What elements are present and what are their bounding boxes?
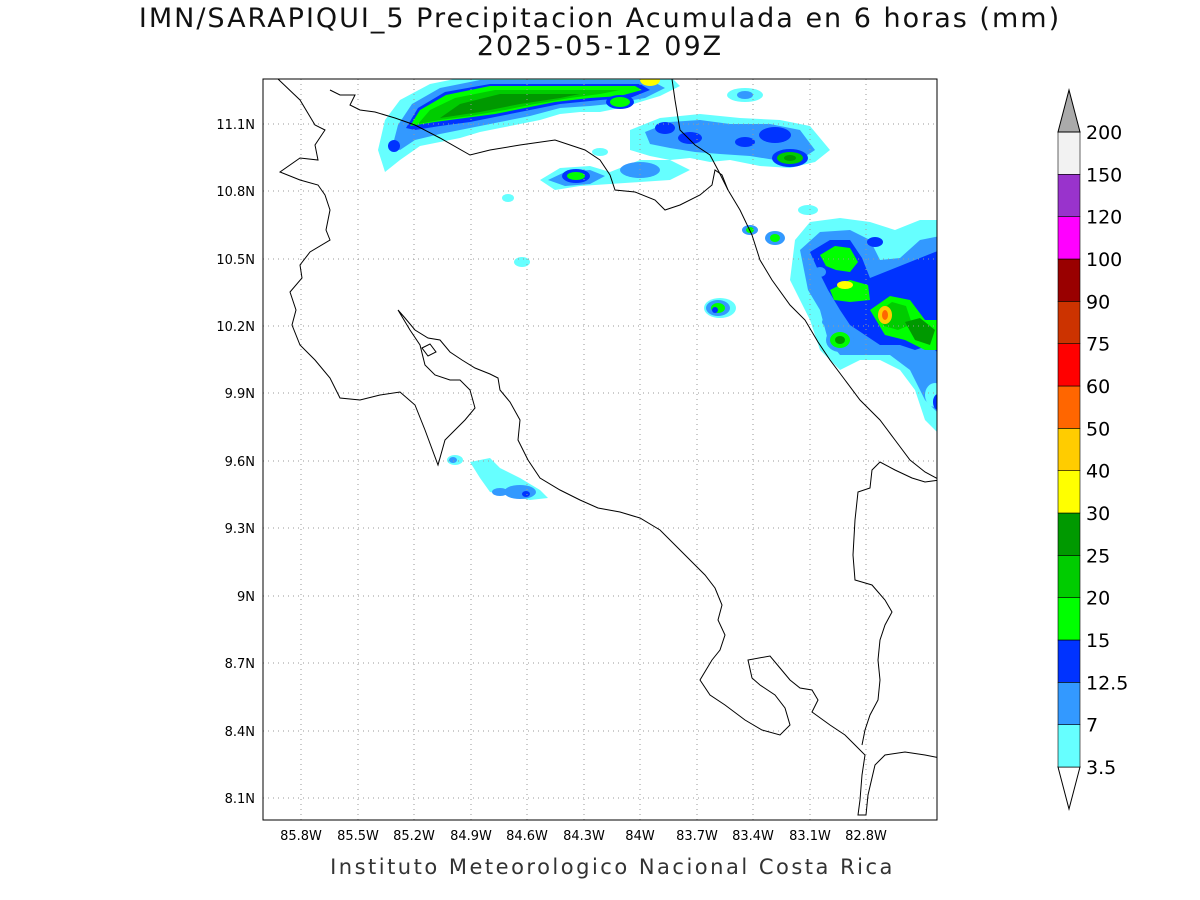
map-grid: [263, 79, 937, 820]
lat-tick-label: 8.7N: [225, 657, 255, 672]
colorbar-over-arrow: [1057, 88, 1081, 133]
lon-tick-label: 84.6W: [506, 829, 548, 844]
lat-tick-label: 10.2N: [216, 320, 255, 335]
colorbar-swatch: [1057, 470, 1081, 514]
colorbar-swatch: [1057, 343, 1081, 387]
precip-field: [378, 79, 937, 500]
colorbar-swatch: [1057, 682, 1081, 725]
coastlines: [277, 79, 937, 816]
panama-border: [852, 461, 937, 746]
colorbar-swatch: [1057, 724, 1081, 768]
lat-tick-label: 9.6N: [225, 455, 255, 470]
lon-tick-label: 84.9W: [450, 829, 492, 844]
x-axis: 85.8W 85.5W 85.2W 84.9W 84.6W 84.3W 84W …: [280, 829, 887, 844]
colorbar-level-label: 120: [1086, 207, 1122, 229]
lat-tick-label: 8.1N: [225, 792, 255, 807]
nicaragua-border: [329, 89, 729, 211]
pacific-coastline: [277, 79, 937, 816]
lat-tick-label: 11.1N: [216, 118, 255, 133]
lon-tick-label: 84W: [625, 829, 655, 844]
plot-frame: [262, 78, 938, 821]
colorbar-swatch: [1057, 131, 1081, 175]
colorbar-level-label: 150: [1086, 164, 1122, 186]
lon-tick-label: 83.4W: [732, 829, 774, 844]
colorbar-level-label: 40: [1086, 461, 1110, 483]
lon-tick-label: 85.5W: [337, 829, 379, 844]
colorbar-swatch: [1057, 555, 1081, 598]
lat-tick-label: 9.3N: [225, 522, 255, 537]
lon-tick-label: 85.2W: [393, 829, 435, 844]
colorbar: 3.5 7 12.5 15 20 25 30 40 50 60 75 90 100 120 150 200: [1057, 88, 1128, 811]
colorbar-swatch: [1057, 639, 1081, 683]
colorbar-level-label: 3.5: [1086, 757, 1116, 779]
colorbar-level-label: 50: [1086, 418, 1110, 440]
colorbar-level-label: 75: [1086, 334, 1110, 356]
lat-tick-label: 10.5N: [216, 253, 255, 268]
colorbar-swatch: [1057, 385, 1081, 429]
colorbar-level-label: 100: [1086, 249, 1122, 271]
colorbar-level-label: 30: [1086, 503, 1110, 525]
colorbar-level-label: 12.5: [1086, 672, 1128, 694]
colorbar-swatch: [1057, 597, 1081, 641]
lat-tick-label: 10.8N: [216, 185, 255, 200]
colorbar-level-label: 25: [1086, 545, 1110, 567]
colorbar-swatch: [1057, 301, 1081, 344]
colorbar-level-label: 15: [1086, 630, 1110, 652]
precip-area-north: [378, 79, 763, 172]
lon-tick-label: 83.1W: [789, 829, 831, 844]
colorbar-swatch: [1057, 428, 1081, 471]
precip-area-nicoya-gulf: [447, 455, 548, 500]
colorbar-level-label: 60: [1086, 376, 1110, 398]
lon-tick-label: 84.3W: [563, 829, 605, 844]
lat-tick-label: 9N: [237, 590, 255, 605]
lon-tick-label: 83.7W: [676, 829, 718, 844]
colorbar-swatch: [1057, 258, 1081, 302]
colorbar-swatch: [1057, 512, 1081, 556]
colorbar-level-label: 90: [1086, 291, 1110, 313]
footer-credit: Instituto Meteorologico Nacional Costa R…: [330, 855, 895, 879]
colorbar-level-label: 7: [1086, 715, 1098, 737]
y-axis: 11.1N 10.8N 10.5N 10.2N 9.9N 9.6N 9.3N 9…: [216, 118, 255, 807]
caribbean-coastline: [671, 79, 937, 479]
colorbar-swatch: [1057, 174, 1081, 217]
gulf-island: [421, 343, 437, 357]
chart-title: IMN/SARAPIQUI_5 Precipitacion Acumulada …: [138, 3, 1062, 34]
colorbar-swatch: [1057, 216, 1081, 260]
lon-tick-label: 82.8W: [845, 829, 887, 844]
precip-area-caribbean-north: [502, 114, 830, 267]
lat-tick-label: 8.4N: [225, 725, 255, 740]
colorbar-level-label: 20: [1086, 588, 1110, 610]
colorbar-under-arrow: [1057, 766, 1081, 811]
lat-tick-label: 9.9N: [225, 387, 255, 402]
precip-area-caribbean-east: [704, 205, 937, 432]
colorbar-level-label: 200: [1086, 122, 1122, 144]
chart-subtitle: 2025-05-12 09Z: [476, 31, 724, 62]
lon-tick-label: 85.8W: [280, 829, 322, 844]
